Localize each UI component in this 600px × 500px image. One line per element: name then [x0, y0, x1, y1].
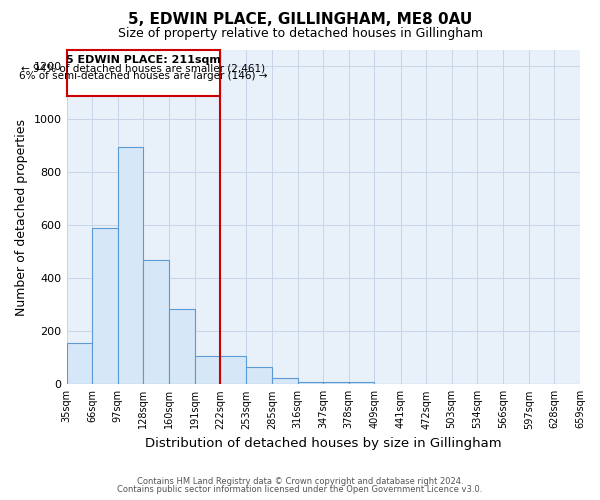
Bar [67, 343, 92, 384]
Text: Contains HM Land Registry data © Crown copyright and database right 2024.: Contains HM Land Registry data © Crown c… [137, 477, 463, 486]
Bar [143, 260, 169, 384]
Text: Contains public sector information licensed under the Open Government Licence v3: Contains public sector information licen… [118, 485, 482, 494]
Text: ← 94% of detached houses are smaller (2,461): ← 94% of detached houses are smaller (2,… [22, 64, 266, 74]
Text: 5, EDWIN PLACE, GILLINGHAM, ME8 0AU: 5, EDWIN PLACE, GILLINGHAM, ME8 0AU [128, 12, 472, 28]
Bar [349, 382, 374, 384]
Text: 5 EDWIN PLACE: 211sqm: 5 EDWIN PLACE: 211sqm [66, 56, 221, 66]
Text: 6% of semi-detached houses are larger (146) →: 6% of semi-detached houses are larger (1… [19, 71, 268, 81]
X-axis label: Distribution of detached houses by size in Gillingham: Distribution of detached houses by size … [145, 437, 502, 450]
Bar [92, 228, 118, 384]
Y-axis label: Number of detached properties: Number of detached properties [15, 118, 28, 316]
Bar [169, 308, 195, 384]
Bar [298, 382, 323, 384]
Bar [220, 356, 246, 384]
Bar [118, 147, 143, 384]
Bar [195, 356, 220, 384]
Bar [246, 367, 272, 384]
FancyBboxPatch shape [67, 50, 220, 96]
Bar [323, 382, 349, 384]
Bar [272, 378, 298, 384]
Text: Size of property relative to detached houses in Gillingham: Size of property relative to detached ho… [118, 28, 482, 40]
